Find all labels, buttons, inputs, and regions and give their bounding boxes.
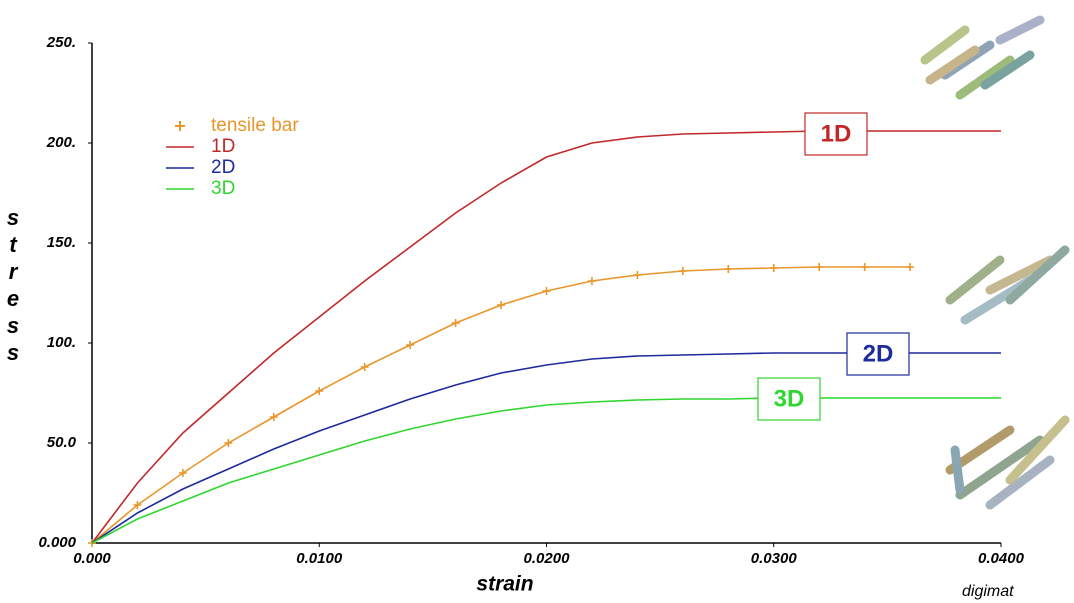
fiber [955,435,1045,500]
fiber [995,15,1045,45]
legend-label: tensile bar [211,115,299,136]
y-tick-label: 0.000 [38,534,76,551]
legend-label: 3D [211,178,235,199]
marker [133,501,142,509]
marker [497,301,506,309]
fiber [950,445,965,495]
marker [815,263,824,271]
y-tick-label: 150. [47,234,76,251]
y-axis-label: stress [6,205,20,365]
fiber [920,25,970,65]
marker [315,387,324,395]
marker [451,319,460,327]
legend-marker [175,121,185,131]
x-tick-label: 0.0100 [296,550,343,567]
fiber [925,45,980,85]
marker [678,267,687,275]
fiber [1005,245,1070,305]
series-line [91,352,1001,544]
x-tick-label: 0.0300 [751,550,798,567]
marker [587,277,596,285]
fiber [1005,415,1070,485]
legend-label: 1D [211,136,235,157]
marker [178,469,187,477]
marker [906,263,915,271]
marker [769,264,778,272]
y-tick-label: 100. [47,334,76,351]
series-label-box [804,112,868,156]
marker [224,439,233,447]
marker [269,413,278,421]
x-tick-label: 0.000 [73,550,111,567]
x-axis-label: strain [476,573,533,596]
y-tick-label: 50.0 [47,434,77,451]
marker [860,263,869,271]
marker [360,363,369,371]
fiber [945,255,1005,305]
marker [724,265,733,273]
legend-label: 2D [211,157,235,178]
series-line [91,397,1001,544]
fiber-illustrations [920,15,1070,510]
series-label: 3D [774,385,805,412]
fiber [985,455,1055,510]
series-label-box [846,332,910,376]
fiber [980,50,1035,90]
y-tick-label: 200. [46,134,76,151]
series-label-box [757,377,821,421]
marker [406,341,415,349]
y-tick-label: 250. [46,34,76,51]
marker [542,287,551,295]
marker [633,271,642,279]
watermark: digimat [962,583,1014,600]
series-label: 2D [863,340,894,367]
series-label: 1D [821,120,852,147]
fiber [955,55,1015,100]
x-tick-label: 0.0400 [978,550,1025,567]
x-tick-label: 0.0200 [524,550,571,567]
fiber [985,255,1055,295]
